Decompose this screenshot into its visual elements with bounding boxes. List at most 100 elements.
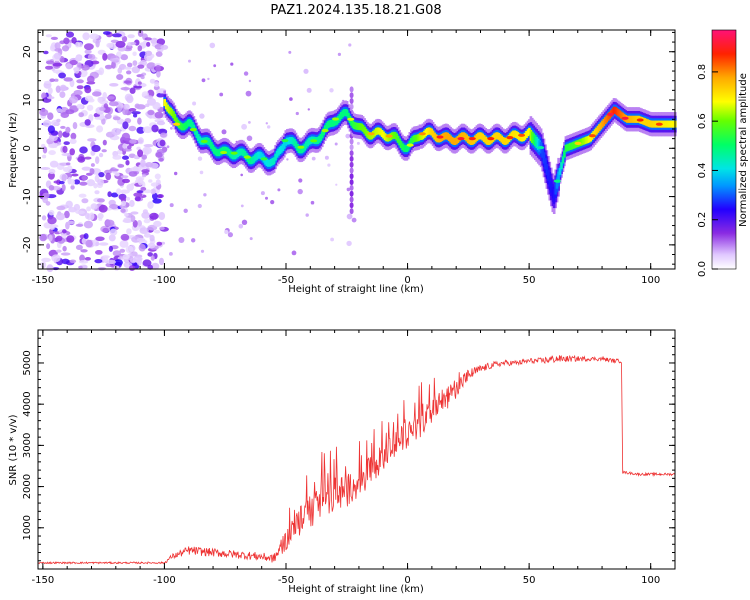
noise-speckle — [48, 150, 56, 156]
ridge-cell — [189, 120, 193, 128]
ridge-peak — [574, 141, 582, 145]
ridge-cell — [253, 154, 257, 162]
ridge-cell — [373, 129, 377, 137]
ridge-cell — [395, 133, 398, 141]
ridge-cell — [617, 109, 620, 117]
noise-speckle — [143, 189, 152, 194]
noise-speckle — [125, 196, 131, 201]
noise-speckle — [66, 235, 75, 243]
y-tick-label: 20 — [22, 45, 33, 58]
noise-speckle — [47, 112, 54, 120]
noise-speckle — [66, 31, 74, 38]
noise-speckle — [137, 45, 143, 52]
noise-speckle — [78, 193, 87, 198]
ridge-cell — [443, 132, 447, 140]
ridge-cell — [644, 118, 648, 126]
ridge-cell — [198, 136, 201, 144]
ridge-cell — [227, 148, 231, 156]
noise-speckle — [58, 130, 63, 139]
snr-axes: -150 -100 -50 0 50 100 1000 2000 3000 4000 5000 — [22, 329, 676, 586]
noise-speckle — [59, 56, 65, 63]
ridge-cell — [563, 150, 566, 158]
noise-speckle — [97, 96, 103, 103]
ridge-cell — [401, 143, 404, 151]
noise-speckle — [49, 160, 59, 168]
ridge-cell — [275, 150, 279, 158]
ridge-cell — [589, 134, 592, 142]
ridge-cell — [484, 136, 487, 144]
ridge-cell — [319, 133, 323, 141]
noise-speckle — [183, 208, 188, 213]
ridge-cell — [354, 122, 358, 130]
ridge-cell — [615, 108, 619, 116]
ridge-cell — [299, 146, 302, 154]
ridge-cell — [361, 124, 365, 132]
noise-speckle — [145, 103, 150, 108]
noise-speckle — [126, 183, 134, 191]
noise-speckle — [55, 235, 63, 242]
y-tick-label: 3000 — [22, 433, 33, 458]
ridge-cell — [450, 136, 454, 144]
noise-speckle — [141, 169, 150, 173]
ridge-cell — [375, 128, 378, 136]
ridge-cell — [297, 146, 301, 153]
ridge-cell — [214, 148, 218, 156]
noise-speckle — [152, 192, 158, 200]
noise-speckle — [56, 108, 63, 113]
noise-speckle — [159, 257, 164, 266]
ridge-cell — [496, 132, 499, 140]
ridge-cell — [595, 127, 598, 135]
noise-speckle — [270, 200, 275, 205]
ridge-cell — [261, 153, 264, 161]
ridge-cell — [652, 120, 655, 128]
noise-speckle — [101, 149, 107, 153]
noise-speckle — [49, 78, 55, 82]
noise-speckle — [82, 32, 90, 41]
ridge-cell — [218, 148, 222, 156]
ridge-cell — [580, 138, 584, 146]
noise-speckle — [142, 40, 148, 48]
ridge-cell — [586, 136, 590, 144]
ridge-cell — [280, 145, 283, 153]
noise-speckle — [349, 167, 354, 174]
noise-speckle — [160, 132, 167, 138]
ridge-cell — [386, 134, 390, 142]
ridge-cell — [341, 110, 344, 118]
noise-speckle — [102, 227, 109, 233]
ridge-cell — [385, 134, 388, 142]
noise-speckle — [45, 60, 55, 65]
noise-speckle — [120, 87, 131, 91]
ridge-cell — [494, 132, 498, 140]
ridge-cell — [248, 156, 251, 164]
ridge-cell — [367, 132, 371, 140]
ridge-cell — [208, 139, 212, 147]
noise-speckle — [174, 171, 178, 176]
noise-speckle — [45, 201, 51, 206]
ridge-cell — [477, 132, 480, 140]
noise-speckle — [54, 48, 62, 52]
noise-speckle — [346, 240, 352, 247]
ridge-cell — [459, 133, 463, 141]
snr-series-line — [37, 354, 676, 565]
noise-speckle — [136, 237, 146, 242]
noise-speckle — [136, 190, 144, 194]
ridge-cell — [485, 137, 489, 145]
noise-speckle — [151, 124, 159, 133]
ridge-cell — [547, 169, 550, 181]
noise-speckle — [152, 198, 162, 204]
noise-speckle — [131, 66, 140, 74]
noise-speckle — [159, 139, 166, 147]
ridge-cell — [482, 135, 486, 143]
noise-speckle — [86, 179, 96, 187]
ridge-cell — [526, 129, 530, 137]
noise-speckle — [134, 196, 141, 202]
ridge-cell — [242, 149, 245, 157]
ridge-cell — [525, 131, 528, 138]
noise-speckle — [48, 234, 53, 242]
ridge-peak — [189, 128, 197, 132]
noise-speckle — [138, 243, 146, 252]
ridge-cell — [548, 175, 552, 187]
ridge-cell — [379, 128, 382, 136]
noise-speckle — [77, 156, 86, 163]
noise-speckle — [349, 86, 354, 93]
